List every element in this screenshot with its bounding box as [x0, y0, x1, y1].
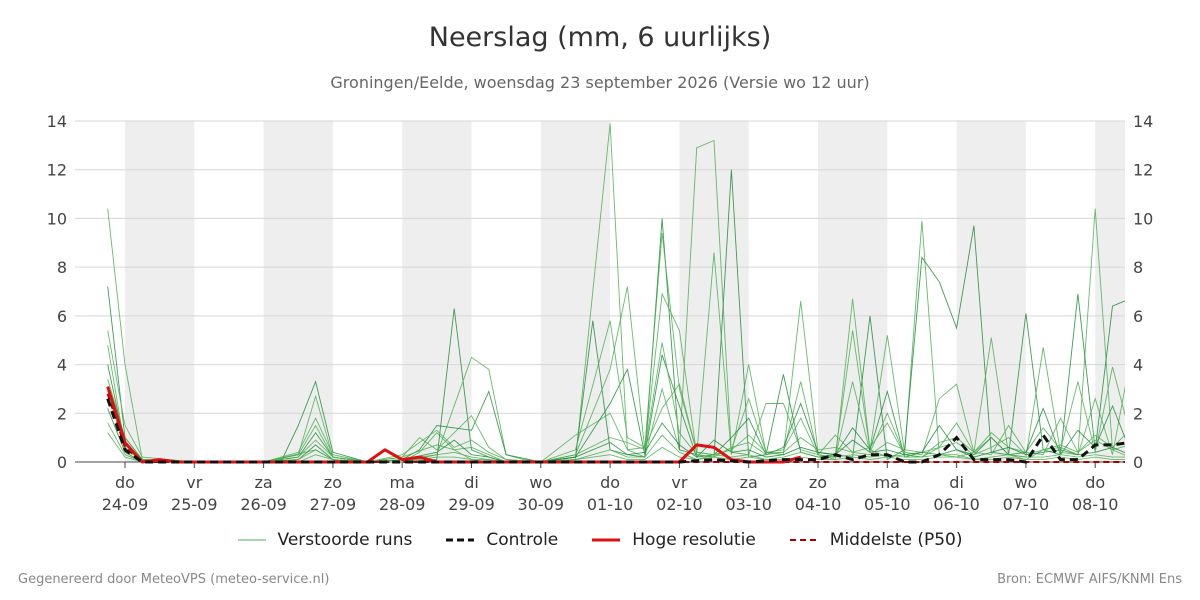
x-tick-label-day: vr — [186, 473, 202, 492]
legend-item-control[interactable]: Controle — [446, 530, 558, 550]
day-band-shade — [679, 121, 749, 462]
chart-title: Neerslag (mm, 6 uurlijks) — [428, 22, 772, 53]
y-tick-label-left: 14 — [47, 112, 67, 131]
y-tick-label-right: 4 — [1133, 356, 1143, 375]
legend-control-swatch — [446, 538, 475, 542]
y-tick-label-right: 2 — [1133, 404, 1143, 423]
x-tick-label-date: 07-10 — [1003, 495, 1050, 514]
y-tick-label-left: 8 — [57, 258, 67, 277]
x-tick-label-date: 01-10 — [587, 495, 634, 514]
day-band-shade — [402, 121, 472, 462]
x-tick-label-date: 03-10 — [725, 495, 772, 514]
x-tick-label-date: 04-10 — [795, 495, 842, 514]
x-tick-label-date: 02-10 — [656, 495, 703, 514]
day-band-shade — [540, 121, 611, 462]
day-band-shade — [818, 121, 888, 462]
legend-control-label: Controle — [486, 530, 559, 550]
y-tick-label-right: 10 — [1133, 209, 1153, 228]
x-tick-label-date: 28-09 — [379, 495, 426, 514]
legend-median-label: Middelste (P50) — [829, 530, 963, 550]
legend-median-swatch — [789, 539, 818, 541]
x-tick-label-day: di — [949, 473, 964, 492]
x-tick-label-day: wo — [529, 473, 552, 492]
x-tick-label-date: 27-09 — [310, 495, 357, 514]
x-tick-label-date: 25-09 — [171, 495, 218, 514]
y-tick-label-right: 12 — [1133, 161, 1153, 180]
x-tick-label-day: wo — [1014, 473, 1037, 492]
y-tick-label-right: 6 — [1133, 307, 1143, 326]
x-tick-label-day: ma — [875, 473, 900, 492]
x-tick-label-date: 29-09 — [448, 495, 495, 514]
y-tick-label-right: 8 — [1133, 258, 1143, 277]
x-tick-label-day: zo — [809, 473, 827, 492]
x-tick-label-day: za — [740, 473, 758, 492]
y-tick-label-left: 4 — [57, 356, 67, 375]
legend-item-median[interactable]: Middelste (P50) — [789, 530, 963, 550]
y-tick-label-left: 2 — [57, 404, 67, 423]
x-tick-label-day: za — [254, 473, 272, 492]
x-tick-label-day: ma — [390, 473, 415, 492]
y-tick-label-left: 12 — [47, 161, 67, 180]
legend-hires-label: Hoge resolutie — [632, 530, 756, 550]
y-tick-label-right: 0 — [1133, 453, 1143, 472]
footer-generated-by: Gegenereerd door MeteoVPS (meteo-service… — [18, 572, 330, 587]
y-tick-label-left: 10 — [47, 209, 67, 228]
legend-members-label: Verstoorde runs — [277, 530, 413, 550]
legend-item-members[interactable]: Verstoorde runs — [237, 530, 413, 550]
x-tick-label-day: vr — [671, 473, 687, 492]
x-tick-label-day: zo — [324, 473, 342, 492]
y-tick-label-left: 0 — [57, 453, 67, 472]
legend: Verstoorde runs Controle Hoge resolutie … — [0, 530, 1200, 550]
legend-members-swatch — [237, 539, 266, 541]
y-tick-label-left: 6 — [57, 307, 67, 326]
day-band-shade — [956, 121, 1026, 462]
x-tick-label-date: 08-10 — [1072, 495, 1119, 514]
x-tick-label-date: 24-09 — [102, 495, 149, 514]
legend-hires-swatch — [592, 538, 621, 542]
chart-subtitle: Groningen/Eelde, woensdag 23 september 2… — [330, 73, 870, 92]
legend-item-hires[interactable]: Hoge resolutie — [592, 530, 756, 550]
x-tick-label-day: do — [1085, 473, 1105, 492]
x-tick-label-date: 05-10 — [864, 495, 911, 514]
x-tick-label-day: do — [600, 473, 620, 492]
x-tick-label-date: 06-10 — [933, 495, 980, 514]
y-tick-label-right: 14 — [1133, 112, 1153, 131]
x-tick-label-day: do — [115, 473, 135, 492]
footer-source: Bron: ECMWF AIFS/KNMI Ens — [997, 572, 1182, 587]
x-tick-label-date: 26-09 — [240, 495, 287, 514]
day-band-shade — [125, 121, 195, 462]
x-tick-label-day: di — [464, 473, 479, 492]
x-tick-label-date: 30-09 — [518, 495, 565, 514]
